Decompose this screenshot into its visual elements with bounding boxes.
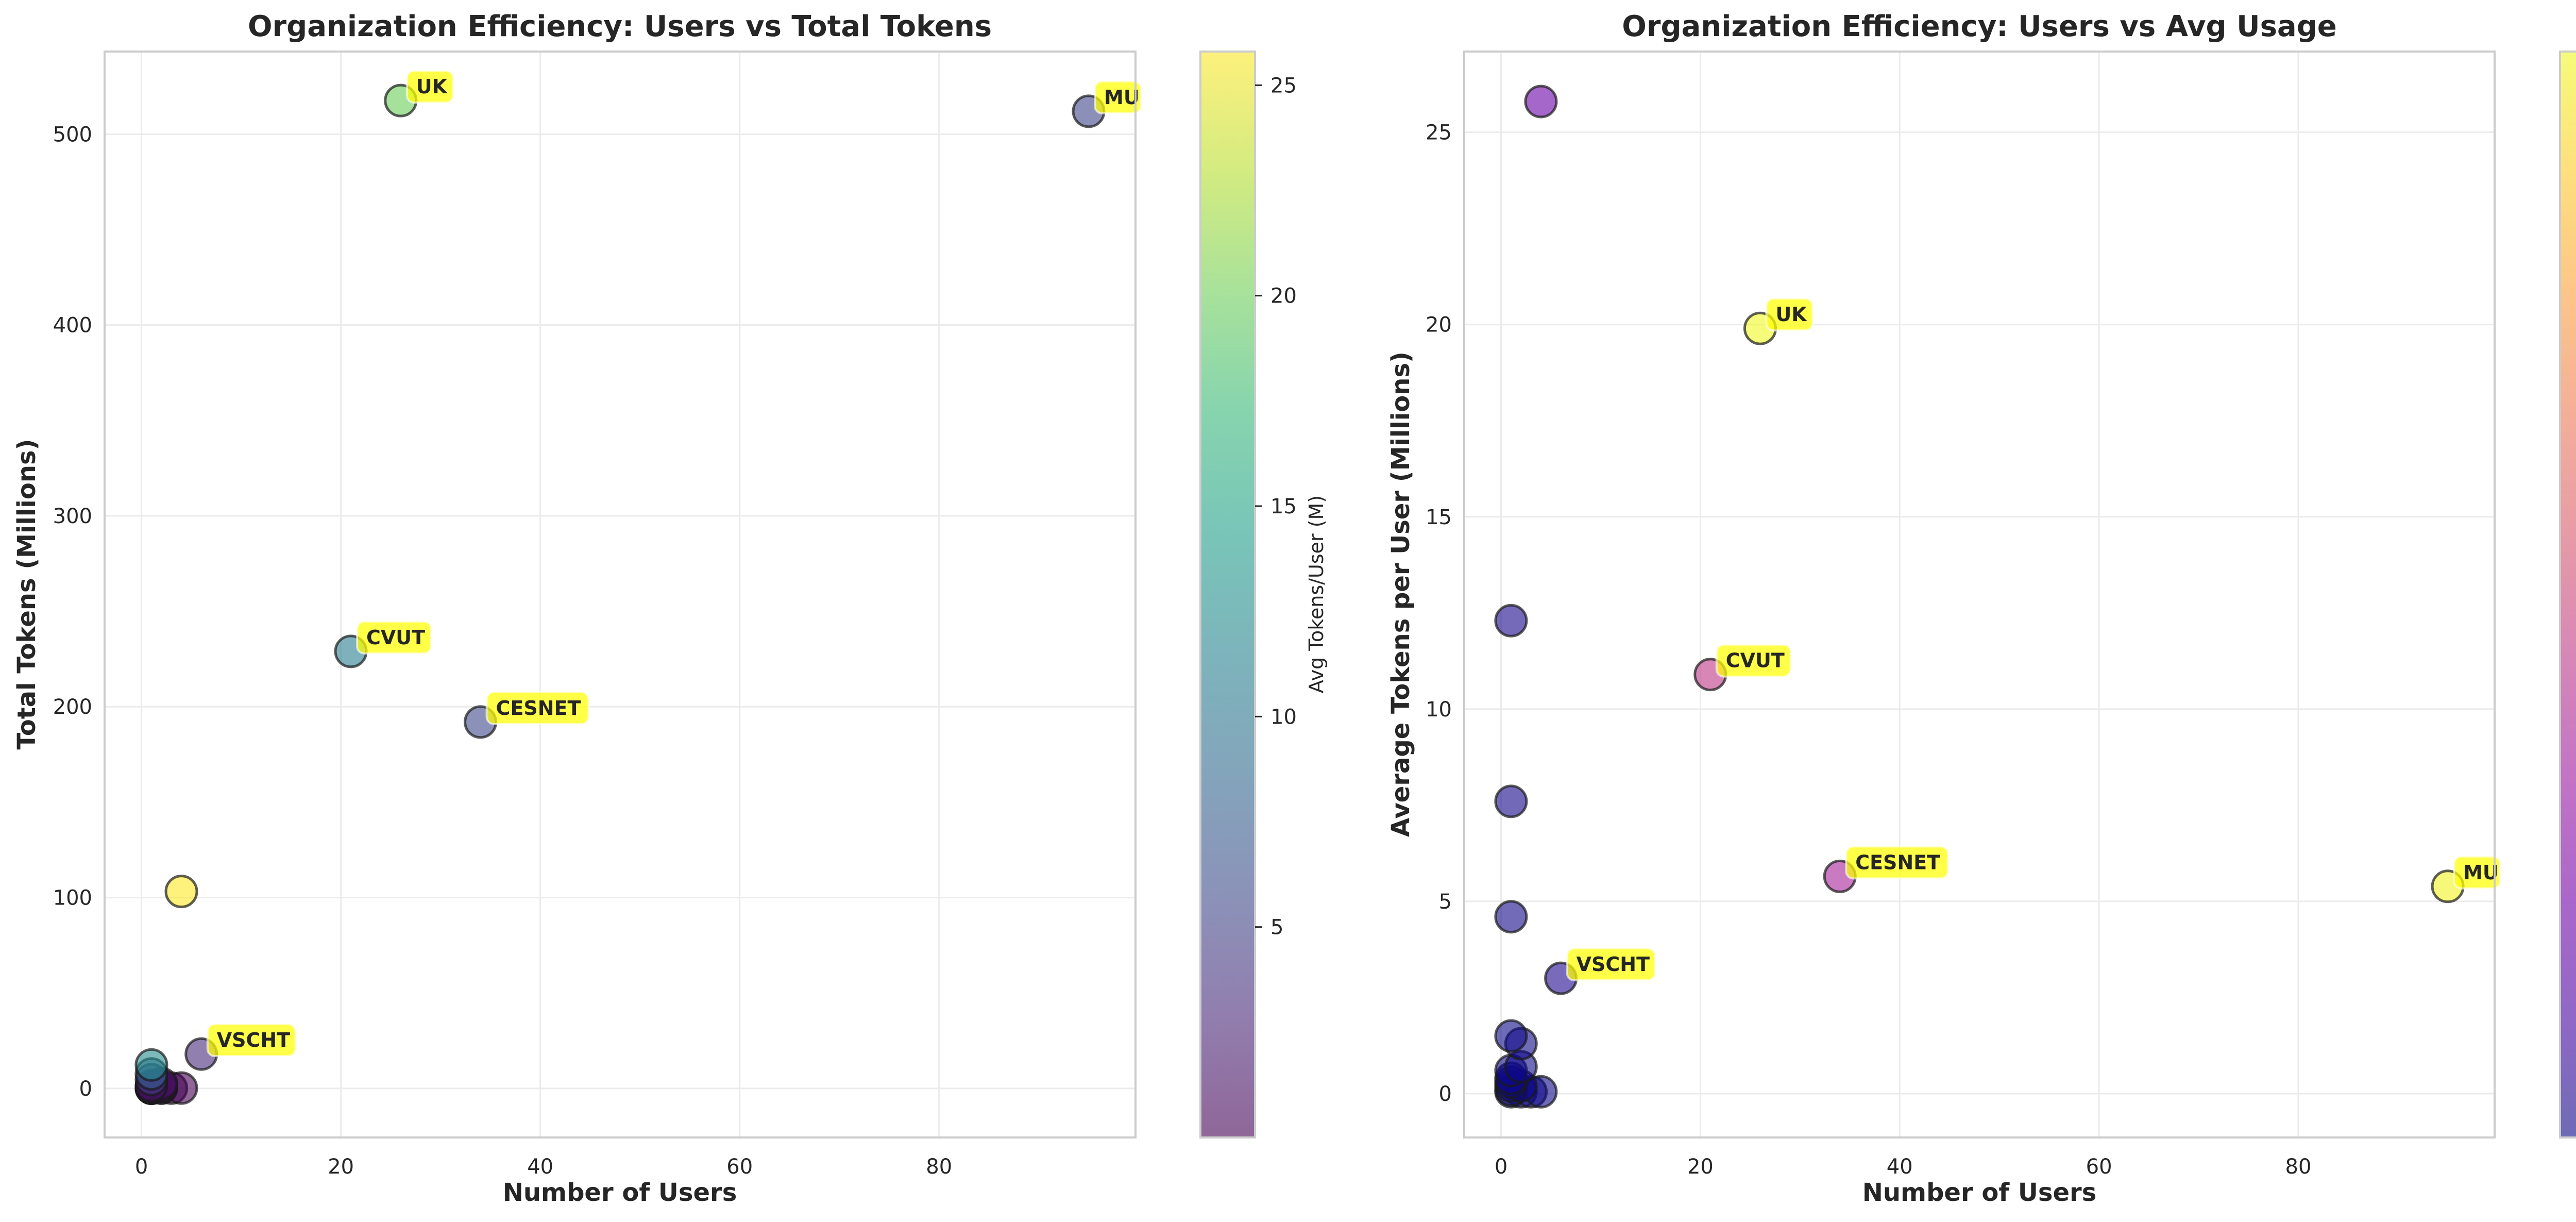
colorbar-tick-label: 25: [1270, 74, 1297, 97]
annotation-label: CESNET: [496, 697, 581, 719]
annotation-box: [485, 691, 590, 725]
colorbar-label: Avg Tokens/User (M): [1305, 495, 1328, 693]
axes-frame: [1463, 51, 2496, 1139]
colorbar: [1200, 52, 1255, 1137]
annotation-label: CESNET: [1855, 851, 1940, 874]
colorbar-frame: [1199, 51, 1256, 1139]
x-tick-label: 80: [926, 1155, 952, 1179]
annotation-label: MU: [1104, 86, 1140, 109]
annotation-label: MU: [2463, 861, 2499, 884]
annotation-box: [206, 1023, 297, 1058]
data-point[interactable]: [134, 1048, 168, 1082]
colorbar-frame: [2559, 51, 2576, 1139]
annotation-box: [2453, 855, 2502, 890]
y-tick-label: 20: [1426, 313, 1452, 337]
annotation-label: UK: [416, 75, 448, 98]
annotation-label: UK: [1775, 303, 1807, 326]
annotation-box: [355, 620, 432, 655]
plot-area: [105, 52, 1136, 1137]
annotation-label: CVUT: [366, 626, 425, 649]
x-tick-label: 80: [2285, 1155, 2312, 1179]
y-tick-label: 5: [1439, 890, 1452, 914]
y-tick-label: 100: [53, 886, 92, 910]
y-tick-label: 500: [53, 123, 92, 146]
x-tick-label: 60: [726, 1155, 753, 1179]
y-tick-label: 400: [53, 314, 92, 338]
colorbar: [2560, 52, 2576, 1137]
data-point[interactable]: [164, 875, 198, 909]
y-tick-label: 300: [53, 505, 92, 528]
data-point[interactable]: [1494, 604, 1528, 638]
x-tick-label: 60: [2086, 1155, 2112, 1179]
annotation-label: VSCHT: [1577, 953, 1650, 976]
chart-title: Organization Efficiency: Users vs Total …: [248, 10, 992, 43]
colorbar-tick-label: 20: [1270, 284, 1297, 308]
x-tick-label: 20: [328, 1155, 354, 1179]
chart-title: Organization Efficiency: Users vs Avg Us…: [1622, 10, 2337, 43]
axes-frame: [104, 51, 1137, 1139]
y-tick-label: 15: [1426, 506, 1452, 529]
colorbar-tick-label: 10: [1270, 705, 1297, 729]
y-tick-label: 200: [53, 695, 92, 719]
y-tick-label: 0: [79, 1077, 92, 1101]
data-point[interactable]: [1524, 85, 1558, 119]
annotation-box: [1765, 297, 1814, 332]
y-axis-label: Total Tokens (Millions): [12, 439, 41, 750]
annotation-box: [1566, 947, 1656, 982]
annotation-box: [1094, 80, 1143, 114]
annotation-box: [1715, 643, 1792, 678]
annotation-label: CVUT: [1726, 649, 1785, 672]
x-axis-label: Number of Users: [503, 1178, 737, 1207]
colorbar-tick-label: 15: [1270, 495, 1297, 518]
annotation-box: [1845, 845, 1950, 880]
y-tick-label: 0: [1439, 1082, 1452, 1106]
data-point[interactable]: [1494, 784, 1528, 818]
y-axis-label: Average Tokens per User (Millions): [1386, 351, 1415, 837]
colorbar-tick-label: 5: [1270, 916, 1283, 940]
panel-users-vs-avg-usage: Organization Efficiency: Users vs Avg Us…: [1386, 10, 2576, 1207]
data-point[interactable]: [1494, 1019, 1528, 1053]
y-tick-label: 25: [1426, 121, 1452, 145]
x-tick-label: 0: [1495, 1155, 1507, 1179]
annotation-box: [405, 70, 454, 104]
x-tick-label: 0: [135, 1155, 148, 1179]
x-tick-label: 20: [1687, 1155, 1714, 1179]
x-tick-label: 40: [527, 1155, 553, 1179]
y-tick-label: 10: [1426, 698, 1452, 722]
x-axis-label: Number of Users: [1862, 1178, 2097, 1207]
panel-users-vs-total-tokens: Organization Efficiency: Users vs Total …: [12, 10, 1328, 1207]
x-tick-label: 40: [1887, 1155, 1913, 1179]
data-point[interactable]: [1494, 900, 1528, 934]
annotation-label: VSCHT: [217, 1029, 290, 1051]
